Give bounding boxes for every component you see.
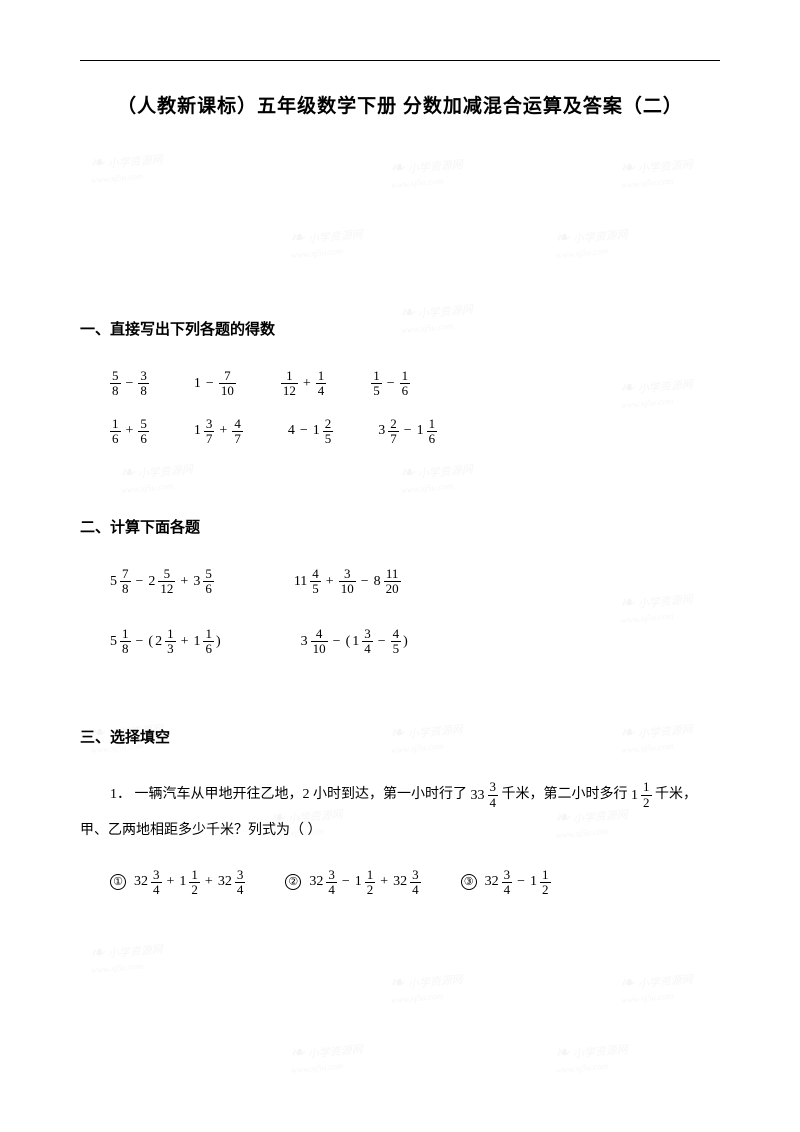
watermark: ❧小学资源网www.xj5u.com	[619, 967, 695, 1006]
option-1: ① 32 34 + 1 12 + 32 34	[110, 868, 245, 898]
watermark: ❧小学资源网www.xj5u.com	[619, 152, 695, 191]
s1-r2-p4: 3 27 − 1 16	[378, 417, 437, 447]
watermark: ❧小学资源网www.xj5u.com	[119, 457, 195, 496]
s1-r1-p4: 15 − 16	[371, 369, 410, 399]
s1-row1: 58 − 38 1 − 710 112 + 14 15 − 16	[110, 369, 720, 399]
s2-r1-p1: 5 78 − 2 512 + 3 56	[110, 567, 214, 597]
q1-line2: 甲、乙两地相距多少千米？列式为（ ）	[80, 823, 322, 838]
option-2: ② 32 34 − 1 12 + 32 34	[285, 868, 420, 898]
watermark: ❧小学资源网www.xj5u.com	[389, 967, 465, 1006]
watermark: ❧小学资源网www.xj5u.com	[89, 937, 165, 976]
s2-r2-p2: 3 410 − ( 1 34 − 45 )	[301, 627, 408, 657]
s1-row2: 16 + 56 1 37 + 47 4 − 1 25 3 27 − 1 16	[110, 417, 720, 447]
q1-text1: 一辆汽车从甲地开往乙地，2 小时到达，第一小时行了	[135, 787, 468, 802]
section-3-heading: 三、选择填空	[80, 726, 720, 747]
s2-row2: 5 18 − ( 2 13 + 1 16 ) 3 410 − ( 1 34 − …	[110, 627, 720, 657]
s2-r1-p2: 11 45 + 310 − 8 1120	[294, 567, 401, 597]
option-3: ③ 32 34 − 1 12	[461, 868, 551, 898]
s3-q1: 1． 一辆汽车从甲地开往乙地，2 小时到达，第一小时行了 33 34 千米，第二…	[110, 777, 720, 847]
watermark: ❧小学资源网www.xj5u.com	[89, 147, 165, 186]
circled-1-icon: ①	[110, 874, 126, 890]
s1-r2-p1: 16 + 56	[110, 417, 149, 447]
circled-2-icon: ②	[285, 874, 301, 890]
q1-text2: 千米，第二小时多行	[502, 787, 628, 802]
watermark: ❧小学资源网www.xj5u.com	[289, 222, 365, 261]
watermark: ❧小学资源网www.xj5u.com	[399, 457, 475, 496]
s1-r1-p1: 58 − 38	[110, 369, 149, 399]
s3-q1-options: ① 32 34 + 1 12 + 32 34 ② 32 34 − 1 12 + …	[110, 868, 720, 898]
section-1-heading: 一、直接写出下列各题的得数	[80, 318, 720, 339]
section-2-heading: 二、计算下面各题	[80, 516, 720, 537]
header-rule	[80, 60, 720, 61]
watermark: ❧小学资源网www.xj5u.com	[289, 1037, 365, 1076]
circled-3-icon: ③	[461, 874, 477, 890]
watermark: ❧小学资源网www.xj5u.com	[389, 152, 465, 191]
s2-row1: 5 78 − 2 512 + 3 56 11 45 + 310 − 8 1120	[110, 567, 720, 597]
page-title: （人教新课标）五年级数学下册 分数加减混合运算及答案（二）	[80, 91, 720, 118]
s1-r2-p3: 4 − 1 25	[288, 417, 333, 447]
q1-text3: 千米，	[655, 787, 697, 802]
watermark: ❧小学资源网www.xj5u.com	[554, 222, 630, 261]
s1-r2-p2: 1 37 + 47	[194, 417, 243, 447]
s2-r2-p1: 5 18 − ( 2 13 + 1 16 )	[110, 627, 221, 657]
watermark: ❧小学资源网www.xj5u.com	[554, 1037, 630, 1076]
s1-r1-p2: 1 − 710	[194, 369, 236, 399]
s1-r1-p3: 112 + 14	[281, 369, 326, 399]
q1-number: 1．	[110, 787, 131, 802]
